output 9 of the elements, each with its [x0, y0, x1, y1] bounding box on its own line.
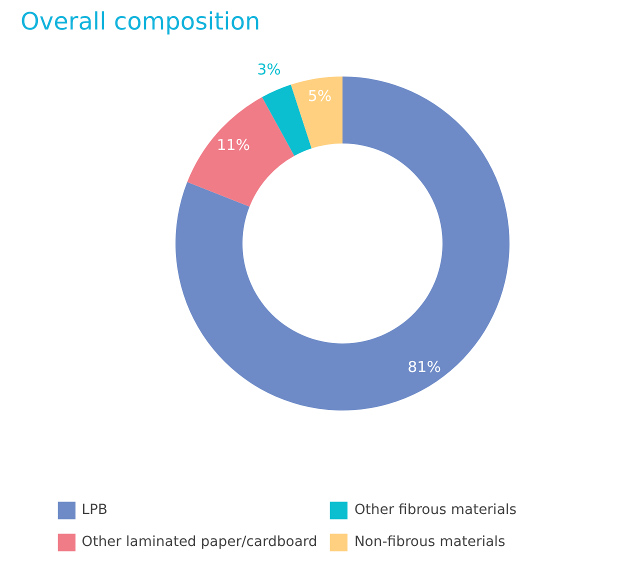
- legend-label: Non-fibrous materials: [354, 534, 506, 550]
- legend-label: LPB: [82, 502, 109, 518]
- data-label: 5%: [308, 87, 332, 106]
- data-label: 3%: [257, 60, 281, 78]
- chart-title: Overall composition: [20, 8, 260, 36]
- legend-label: Other fibrous materials: [354, 502, 518, 518]
- data-label: 11%: [216, 136, 250, 154]
- legend-label: Other laminated paper/cardboard: [82, 534, 318, 550]
- data-label: 81%: [408, 358, 441, 376]
